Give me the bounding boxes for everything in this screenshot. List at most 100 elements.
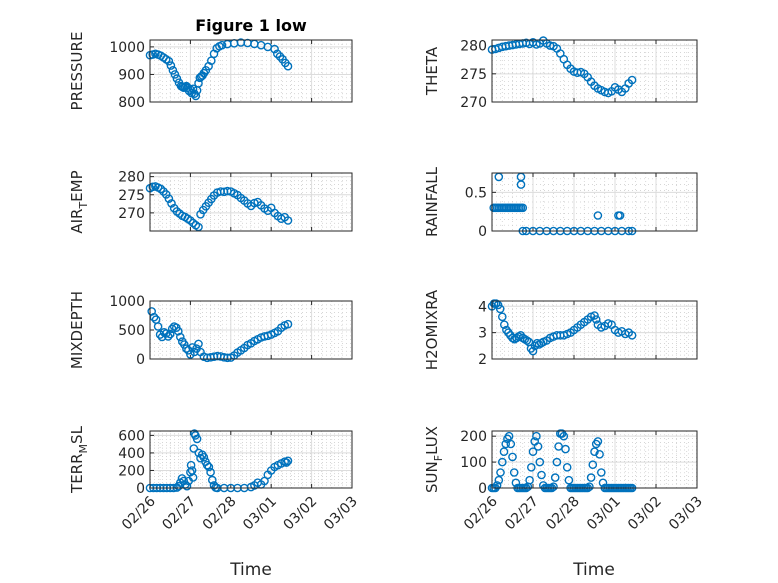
data-point (192, 434, 202, 444)
data-point (549, 482, 558, 492)
y-tick-label: 200 (460, 429, 487, 445)
y-axis-label: THETA (423, 46, 441, 96)
y-tick-label: 1000 (109, 294, 145, 310)
x-tick-label: 02/26 (461, 493, 501, 533)
x-axis-label-right: Time (572, 560, 615, 580)
y-tick-label: 600 (118, 428, 145, 444)
y-tick-label: 0 (136, 352, 145, 368)
data-point (270, 44, 279, 54)
axes-box (491, 300, 698, 360)
data-point (593, 437, 603, 446)
data-point (283, 61, 293, 71)
data-point (153, 322, 163, 331)
data-point (199, 452, 209, 462)
figure-title: Figure 1 low (195, 16, 307, 35)
data-point (165, 329, 175, 339)
data-point (497, 457, 507, 467)
data-point (164, 56, 174, 66)
data-point (528, 447, 538, 457)
y-tick-label: 4 (478, 299, 487, 315)
y-axis-label: AIRTEMP (68, 170, 90, 233)
subplot-sun_flux: 0 100 200 02/26 02/27 02/28 03/01 03/02 03/03 SUN… (423, 426, 706, 533)
data-point (508, 452, 517, 462)
x-axis-label-left: Time (229, 560, 272, 580)
y-tick-label: 275 (118, 188, 145, 204)
data-point (597, 468, 606, 477)
data-point (499, 320, 509, 330)
y-axis-label: MIXDEPTH (68, 291, 86, 369)
y-tick-label: 900 (118, 67, 145, 83)
subplot-rainfall: 0 0.5 RAINFALL (423, 166, 698, 240)
data-point (186, 216, 195, 225)
data-point (172, 74, 182, 83)
data-point (588, 460, 598, 470)
y-tick-label: 0.5 (465, 185, 487, 201)
data-point (590, 447, 599, 457)
subplot-theta: 270 275 280 THETA (423, 36, 698, 111)
data-point (545, 41, 555, 50)
data-point (537, 470, 546, 480)
y-axis-label-main: SUN (423, 461, 441, 493)
y-tick-label: 800 (118, 95, 145, 111)
x-tick-label: 02/28 (200, 494, 240, 534)
y-tick-label: 0 (478, 224, 487, 240)
data-point (504, 431, 514, 441)
data-point (593, 211, 603, 220)
data-point (182, 344, 191, 353)
x-tick-label: 02/27 (502, 494, 542, 534)
x-tick-label: 03/02 (625, 494, 665, 534)
axes-box (491, 172, 698, 232)
y-axis-label-main: PRESSURE (68, 32, 86, 111)
data-point (506, 439, 516, 449)
axes-box (149, 172, 353, 232)
axes-box (491, 430, 698, 489)
data-point (492, 481, 502, 490)
axes-box (149, 39, 353, 103)
data-point (217, 40, 227, 50)
data-point (204, 462, 214, 472)
data-point (161, 190, 171, 199)
data-point (522, 336, 532, 345)
data-point (495, 304, 505, 314)
data-point (508, 333, 517, 343)
data-point (283, 216, 293, 225)
data-point (595, 449, 604, 459)
subplot-air_temp: 270 275 280 AIRTEMP (68, 170, 353, 234)
data-point (562, 462, 572, 472)
data-point (516, 172, 526, 182)
y-tick-label: 3 (478, 326, 487, 342)
data-point (494, 475, 504, 485)
y-axis-label: H2OMIXRA (423, 289, 441, 370)
subplot-mixdepth: 0 500 1000 MIXDEPTH (68, 291, 353, 369)
y-axis-label: TERRMSL (68, 425, 90, 494)
data-point (550, 473, 560, 482)
data-point (497, 312, 507, 322)
x-tick-label: 03/01 (584, 494, 624, 534)
data-point (627, 75, 637, 85)
x-tick-label: 03/02 (281, 494, 321, 534)
data-point (194, 339, 203, 349)
y-axis-label-subscript: M (77, 444, 90, 454)
data-point (615, 211, 625, 220)
data-point (168, 66, 178, 75)
data-point (206, 467, 215, 477)
data-point (191, 91, 201, 101)
data-point (164, 194, 174, 203)
data-point (533, 442, 543, 451)
data-point (175, 332, 185, 342)
data-point (532, 338, 542, 348)
x-tick-label: 03/03 (321, 494, 361, 534)
y-tick-label: 200 (118, 463, 145, 479)
data-point (179, 340, 189, 349)
y-axis-label: PRESSURE (68, 32, 86, 111)
data-point (518, 203, 528, 213)
y-axis-label-subscript: F (432, 455, 445, 461)
data-point (163, 332, 173, 341)
data-point (188, 473, 198, 482)
data-point (564, 475, 574, 485)
data-point (170, 70, 180, 79)
data-point (627, 330, 637, 340)
data-point (196, 209, 205, 219)
y-tick-label: 500 (118, 323, 145, 339)
